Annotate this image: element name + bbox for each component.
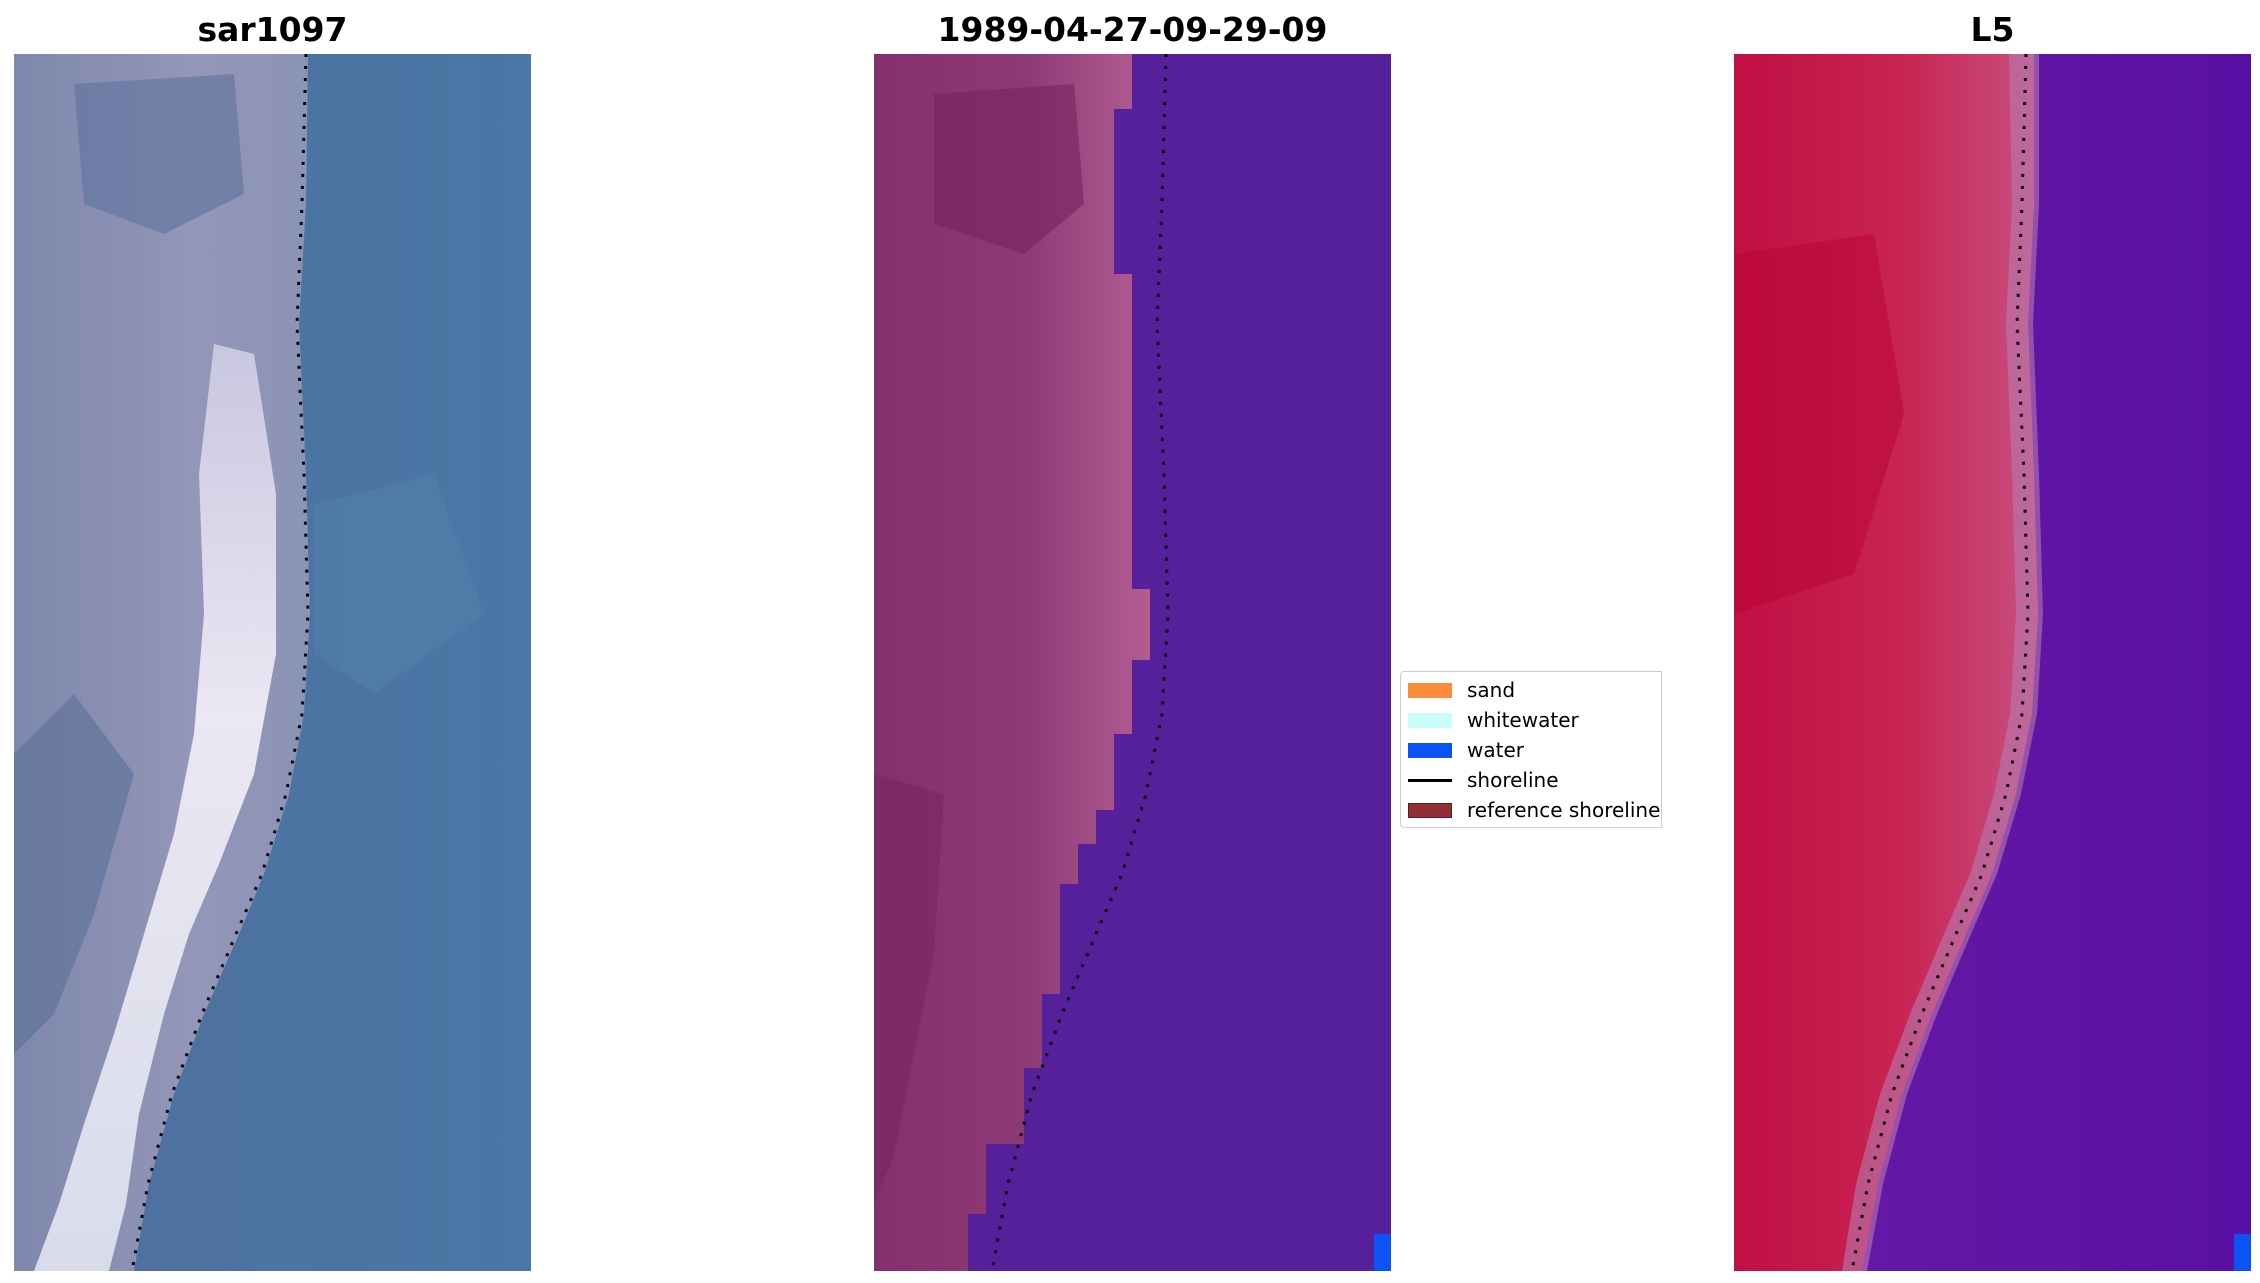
legend-swatch-sand bbox=[1408, 682, 1452, 698]
panel-title-rgb: sar1097 bbox=[197, 10, 348, 49]
panel-title-classified: 1989-04-27-09-29-09 bbox=[937, 10, 1328, 49]
legend-label-water: water bbox=[1467, 738, 1524, 762]
legend-swatch-water bbox=[1408, 742, 1452, 758]
rgb-dark-upper-patch bbox=[74, 74, 244, 234]
legend-item-shoreline: shoreline bbox=[1408, 765, 1559, 795]
rgb-whitewater bbox=[34, 344, 276, 1271]
l5-deep-land bbox=[1734, 234, 1904, 614]
legend-swatch-reference-buffer bbox=[1408, 802, 1452, 818]
legend: sand whitewater water shoreline referenc… bbox=[1400, 671, 1662, 828]
classified-water-pixel bbox=[1374, 1234, 1391, 1271]
l5-water-pixel bbox=[2234, 1234, 2251, 1271]
l5-land bbox=[1734, 54, 2038, 1271]
panel-title-l5: L5 bbox=[1970, 10, 2015, 49]
legend-swatch-whitewater bbox=[1408, 712, 1452, 728]
legend-item-whitewater: whitewater bbox=[1408, 705, 1579, 735]
legend-label-whitewater: whitewater bbox=[1467, 708, 1579, 732]
legend-label-shoreline: shoreline bbox=[1467, 768, 1559, 792]
classified-dark-sand-lower bbox=[874, 774, 944, 1204]
classified-sand bbox=[874, 54, 1150, 1271]
legend-item-reference-buffer: reference shoreline buffer bbox=[1408, 795, 1661, 825]
legend-item-water: water bbox=[1408, 735, 1524, 765]
legend-swatch-shoreline bbox=[1408, 778, 1452, 782]
legend-item-sand: sand bbox=[1408, 675, 1515, 705]
classified-dark-sand bbox=[934, 84, 1084, 254]
classified-image-panel bbox=[874, 54, 1391, 1271]
legend-label-reference-buffer: reference shoreline buffer bbox=[1467, 798, 1661, 822]
l5-index-panel bbox=[1734, 54, 2251, 1271]
rgb-sea-highlight bbox=[314, 474, 484, 694]
legend-label-sand: sand bbox=[1467, 678, 1516, 702]
rgb-dark-land-patch bbox=[14, 694, 134, 1054]
rgb-image-panel bbox=[14, 54, 531, 1271]
